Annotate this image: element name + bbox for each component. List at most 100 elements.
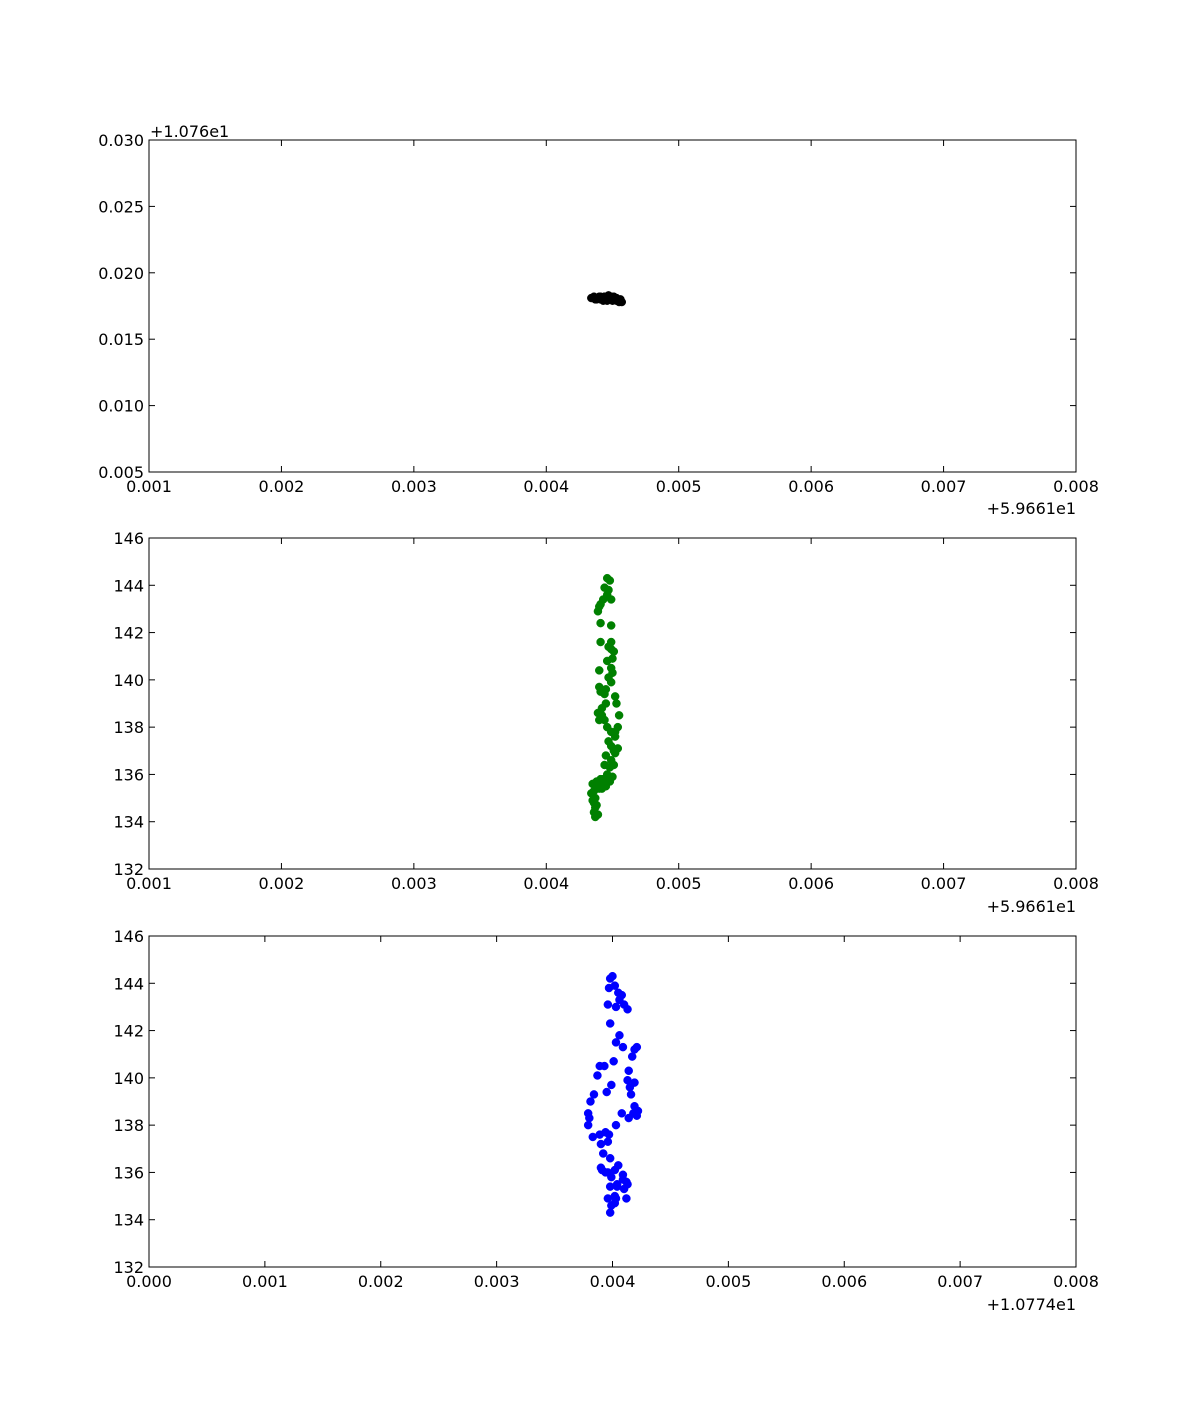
middle-data-point [591,812,600,822]
top-scatter-panel: 0.001 0.002 0.003 0.004 0.005 0.006 0.007 0.008… [98,131,1099,496]
bottom-data-point [609,1057,618,1066]
top-x-tick-label: 0.006 [788,477,834,496]
top-data-point [612,296,621,305]
middle-data-point [609,760,619,770]
bottom-data-point [607,1172,616,1182]
bottom-data-point [624,1113,633,1123]
bottom-data-point [598,1149,608,1158]
top-y-tick-label: 0.005 [98,463,144,482]
bottom-data-point [605,1019,615,1028]
middle-data-point [597,711,607,720]
middle-data-point [595,666,604,675]
middle-scatter-panel: 0.001 0.002 0.003 0.004 0.005 0.006 0.007 0.008… [113,529,1098,893]
middle-y-tick-label: 140 [113,671,144,690]
bottom-x-tick-label: 0.004 [590,1272,636,1291]
bottom-data-point [603,1000,613,1009]
bottom-scatter-panel: 0.000 0.001 0.002 0.003 0.004 0.005 0.006 0.007… [113,927,1098,1291]
top-x-tick-label: 0.008 [1053,477,1099,496]
bottom-data-point [605,1208,615,1217]
top-x-tick-label: 0.007 [921,477,967,496]
bottom-data-point [625,1083,635,1092]
top-x-tick-label: 0.005 [656,477,702,496]
middle-x-tick-label: 0.001 [126,874,172,893]
bottom-data-point [618,1170,628,1180]
middle-x-tick-label: 0.008 [1053,874,1099,893]
top-x-tick-label: 0.001 [126,477,172,496]
bottom-data-point [622,1194,631,1203]
bottom-panel-x-offset-label: +1.0774e1 [987,1295,1076,1314]
bottom-x-tick-label: 0.008 [1053,1272,1099,1291]
middle-data-point [605,576,615,585]
middle-data-point [606,595,616,604]
bottom-data-point [583,1120,593,1130]
middle-panel-points [587,573,624,822]
bottom-data-point [631,1109,640,1118]
bottom-x-tick-label: 0.002 [358,1272,404,1291]
bottom-data-point [605,1153,615,1163]
middle-y-tick-label: 142 [113,624,144,643]
bottom-data-point [614,1161,623,1170]
top-plot-frame [148,139,1077,473]
bottom-y-tick-label: 134 [113,1211,144,1230]
middle-data-point [588,796,597,805]
bottom-data-point [611,1002,621,1012]
middle-data-point [612,699,621,708]
bottom-data-point [617,1109,627,1118]
top-x-tick-label: 0.004 [523,477,569,496]
bottom-data-point [618,1042,628,1052]
bottom-data-point [604,983,614,993]
middle-x-tick-label: 0.005 [656,874,702,893]
middle-y-tick-label: 136 [113,765,144,784]
middle-panel-x-offset-label: +5.9661e1 [987,897,1076,916]
middle-x-tick-label: 0.002 [259,874,305,893]
top-panel-points [587,291,627,307]
middle-data-point [601,751,611,760]
top-y-tick-label: 0.030 [98,131,144,150]
bottom-data-point [623,1075,632,1085]
bottom-data-point [607,1080,616,1090]
middle-y-tick-label: 144 [113,576,144,595]
middle-x-tick-label: 0.004 [523,874,569,893]
bottom-data-point [602,1087,611,1097]
bottom-data-point [603,1194,613,1203]
bottom-data-point [586,1097,595,1106]
bottom-x-tick-label: 0.000 [126,1272,172,1291]
bottom-data-point [610,1198,620,1208]
bottom-y-tick-label: 136 [113,1163,144,1182]
top-panel-y-offset-label: +1.076e1 [150,122,229,141]
bottom-data-point [611,1038,621,1047]
top-panel-x-offset-label: +5.9661e1 [987,499,1076,518]
middle-y-tick-label: 146 [113,529,144,548]
middle-data-point [610,732,620,741]
bottom-data-point [605,974,615,983]
bottom-data-point [623,1005,632,1014]
middle-data-point [606,621,616,630]
middle-data-point [592,782,601,791]
bottom-data-point [604,1130,614,1139]
bottom-x-tick-label: 0.007 [937,1272,983,1291]
bottom-y-tick-label: 132 [113,1258,144,1277]
bottom-data-point [632,1042,642,1052]
top-x-tick-label: 0.003 [391,477,437,496]
middle-data-point [602,656,612,666]
bottom-data-point [611,1120,621,1130]
top-y-tick-label: 0.015 [98,330,144,349]
middle-data-point [613,744,623,753]
middle-data-point [596,687,605,696]
top-data-point [602,296,612,305]
bottom-data-point [595,1061,604,1071]
top-y-tick-label: 0.010 [98,397,144,416]
middle-y-tick-label: 132 [113,860,144,879]
bottom-data-point [624,1066,633,1076]
bottom-y-tick-label: 140 [113,1069,144,1088]
top-data-point [596,292,605,301]
bottom-x-tick-label: 0.003 [474,1272,520,1291]
bottom-x-tick-label: 0.005 [705,1272,751,1291]
bottom-data-point [593,1071,602,1080]
middle-data-point [596,637,605,647]
bottom-y-tick-label: 138 [113,1116,144,1135]
middle-y-tick-label: 138 [113,718,144,737]
middle-plot-frame [148,537,1077,870]
